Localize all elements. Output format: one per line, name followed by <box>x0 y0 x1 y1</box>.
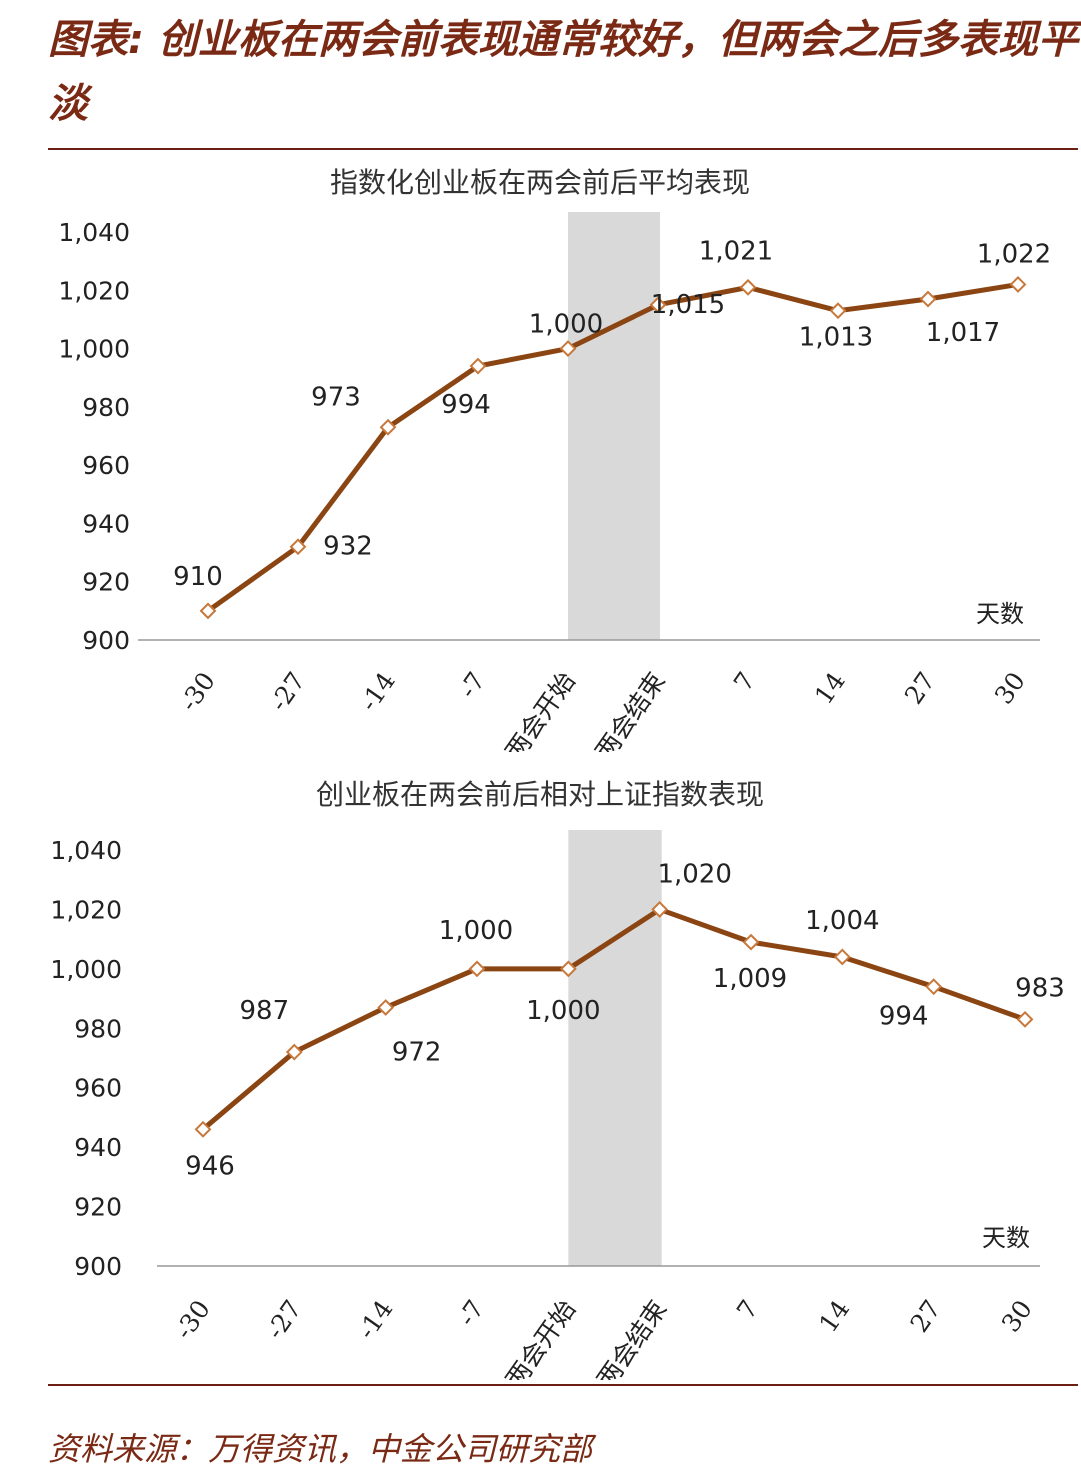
data-point <box>739 278 757 296</box>
data-point <box>919 290 937 308</box>
data-label: 910 <box>173 562 223 592</box>
data-label: 987 <box>240 996 290 1026</box>
x-tick-label: -27 <box>260 1295 307 1345</box>
highlight-band <box>568 212 660 640</box>
y-tick-label: 1,040 <box>58 218 130 247</box>
y-tick-label: 980 <box>74 1014 122 1043</box>
x-tick-label: 7 <box>731 1295 764 1325</box>
x-tick-label: -7 <box>453 667 491 704</box>
x-tick-label: 两会结束 <box>591 1295 672 1380</box>
x-tick-label: 27 <box>899 667 941 710</box>
y-tick-label: 920 <box>82 568 130 597</box>
data-label: 983 <box>1015 973 1065 1003</box>
data-point <box>199 602 217 620</box>
x-unit-label: 天数 <box>976 600 1024 628</box>
data-point <box>829 302 847 320</box>
x-tick-label: 两会开始 <box>500 1295 581 1380</box>
figure-title: 图表: 创业板在两会前表现通常较好，但两会之后多表现平淡 <box>48 17 1078 127</box>
x-tick-label: -14 <box>354 667 401 717</box>
data-point <box>1009 276 1027 293</box>
series-line <box>206 281 1019 613</box>
chart-2-svg: 创业板在两会前后相对上证指数表现 900 920 940 960 980 1,000 1,02… <box>50 778 1065 1380</box>
data-label: 994 <box>441 390 491 420</box>
data-label: 973 <box>311 382 361 412</box>
x-tick-label: -30 <box>169 1295 216 1345</box>
x-tick-label: 7 <box>728 667 761 697</box>
x-unit-label: 天数 <box>982 1224 1030 1252</box>
data-label: 1,021 <box>699 236 773 266</box>
data-label: 1,015 <box>651 290 725 320</box>
data-label: 994 <box>879 1002 929 1032</box>
x-tick-label: 14 <box>809 667 851 710</box>
data-point <box>194 1120 212 1138</box>
x-tick-label: -30 <box>174 667 221 717</box>
data-label: 1,013 <box>799 323 873 353</box>
y-tick-label: 920 <box>74 1193 122 1222</box>
x-tick-label: -27 <box>264 667 311 717</box>
y-tick-label: 1,020 <box>58 276 130 305</box>
y-tick-label: 900 <box>82 626 130 655</box>
data-label: 1,009 <box>713 964 787 994</box>
data-label: 1,000 <box>529 310 603 340</box>
data-label: 972 <box>392 1037 442 1067</box>
y-tick-label: 1,000 <box>50 955 122 984</box>
data-point <box>289 538 307 556</box>
data-point <box>833 948 851 966</box>
y-tick-label: 940 <box>74 1133 122 1162</box>
data-point <box>559 960 577 978</box>
data-point <box>468 960 486 978</box>
bottom-rule <box>48 1384 1078 1386</box>
y-tick-label: 980 <box>82 393 130 422</box>
x-tick-label: 30 <box>989 667 1031 710</box>
data-point <box>1016 1010 1034 1028</box>
data-point <box>377 999 395 1016</box>
highlight-band <box>568 830 662 1266</box>
data-label: 1,000 <box>439 916 513 946</box>
x-tick-label: 两会结束 <box>590 667 671 752</box>
y-tick-label: 1,000 <box>58 335 130 364</box>
title-rule <box>48 148 1078 150</box>
data-point <box>649 296 667 314</box>
data-point <box>379 418 397 436</box>
x-tick-label: 30 <box>996 1295 1038 1338</box>
chart-1: 指数化创业板在两会前后平均表现 900 920 940 960 980 1,000 1,020… <box>0 152 1081 752</box>
x-tick-label: 14 <box>813 1295 855 1338</box>
data-point <box>559 340 577 357</box>
chart-1-svg: 指数化创业板在两会前后平均表现 900 920 940 960 980 1,000 1,020… <box>58 166 1051 752</box>
data-label: 932 <box>323 532 373 562</box>
data-label: 1,020 <box>657 859 731 889</box>
y-tick-label: 960 <box>82 451 130 480</box>
data-point <box>925 978 943 996</box>
y-tick-label: 900 <box>74 1252 122 1281</box>
chart-2: 创业板在两会前后相对上证指数表现 900 920 940 960 980 1,000 1,02… <box>0 770 1081 1380</box>
data-label: 1,000 <box>526 996 600 1026</box>
chart-title: 指数化创业板在两会前后平均表现 <box>330 166 750 199</box>
x-tick-label: -7 <box>452 1295 490 1332</box>
source-note: 资料来源：万得资讯，中金公司研究部 <box>48 1430 593 1468</box>
data-label: 1,017 <box>926 318 1000 348</box>
y-tick-label: 1,020 <box>50 895 122 924</box>
x-tick-label: 两会开始 <box>500 667 581 752</box>
x-tick-label: -14 <box>352 1295 399 1345</box>
x-tick-label: 27 <box>905 1295 947 1338</box>
y-tick-label: 1,040 <box>50 836 122 865</box>
data-point <box>285 1043 303 1061</box>
data-label: 1,022 <box>977 239 1051 269</box>
chart-title: 创业板在两会前后相对上证指数表现 <box>316 778 764 811</box>
data-point <box>469 357 487 375</box>
data-label: 946 <box>185 1151 235 1181</box>
series-line <box>201 906 1026 1132</box>
data-point <box>742 933 760 951</box>
data-point <box>651 901 669 918</box>
y-tick-label: 960 <box>74 1074 122 1103</box>
y-tick-label: 940 <box>82 509 130 538</box>
data-label: 1,004 <box>805 906 879 936</box>
